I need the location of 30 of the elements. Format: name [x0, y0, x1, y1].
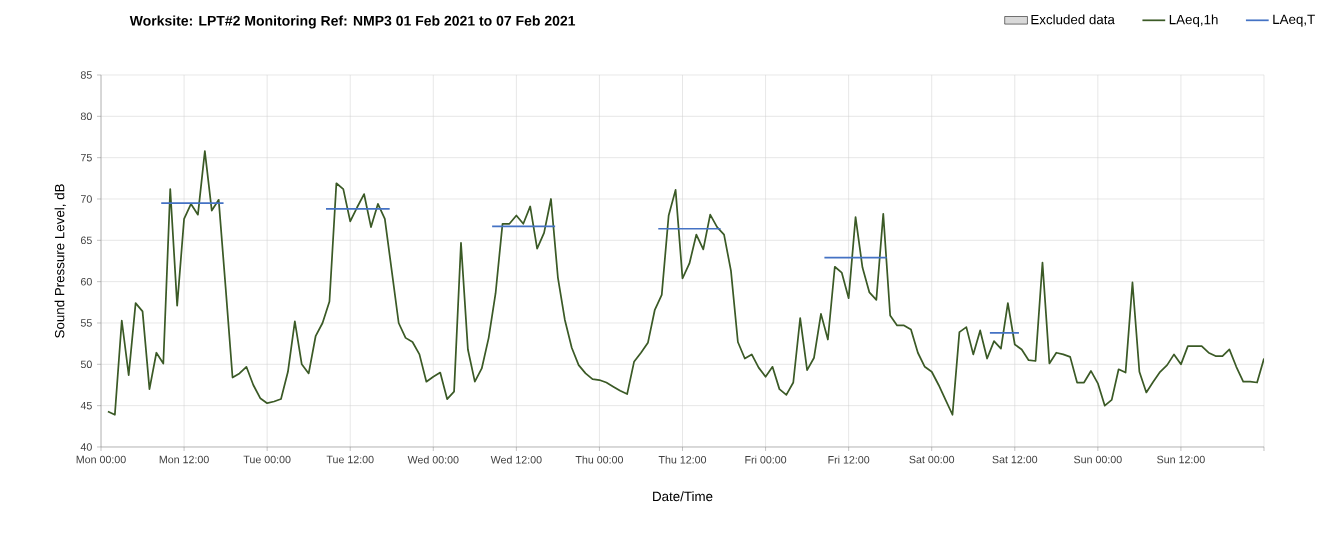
x-tick-label: Tue 12:00: [326, 455, 374, 464]
y-tick-label: 50: [80, 360, 92, 369]
legend-label: LAeq,T: [1273, 14, 1315, 27]
x-tick-label: Wed 00:00: [407, 455, 459, 464]
legend-label: LAeq,1h: [1169, 14, 1218, 27]
x-tick-label: Sat 12:00: [992, 455, 1038, 464]
x-tick-label: Thu 12:00: [658, 455, 707, 464]
y-tick-label: 75: [80, 153, 92, 162]
y-tick-label: 40: [80, 443, 92, 451]
y-tick-label: 70: [80, 195, 92, 203]
y-axis-title: Sound Pressure Level, dB: [54, 184, 66, 338]
y-tick-label: 80: [80, 112, 92, 121]
x-axis-title: Date/Time: [653, 491, 713, 502]
x-tick-label: Sat 00:00: [909, 455, 955, 464]
x-tick-label: Fri 00:00: [745, 455, 787, 464]
y-tick-label: 45: [80, 401, 92, 410]
x-tick-label: Mon 00:00: [76, 455, 126, 464]
x-tick-label: Mon 12:00: [159, 455, 209, 464]
x-tick-label: Tue 00:00: [243, 455, 291, 464]
y-tick-label: 85: [80, 71, 92, 79]
y-tick-label: 55: [80, 319, 92, 327]
y-tick-label: 65: [80, 236, 92, 245]
x-tick-label: Sun 12:00: [1157, 455, 1205, 464]
x-tick-label: Wed 12:00: [490, 455, 542, 464]
legend-label: Excluded data: [1031, 14, 1115, 25]
chart-title: Worksite: LPT#2 Monitoring Ref: NMP3 01 Feb 2021 to 07 Feb 2021: [129, 15, 576, 29]
x-tick-label: Sun 00:00: [1074, 455, 1122, 464]
x-tick-label: Fri 12:00: [828, 455, 870, 464]
y-tick-label: 60: [80, 277, 92, 286]
x-tick-label: Thu 00:00: [575, 455, 624, 464]
